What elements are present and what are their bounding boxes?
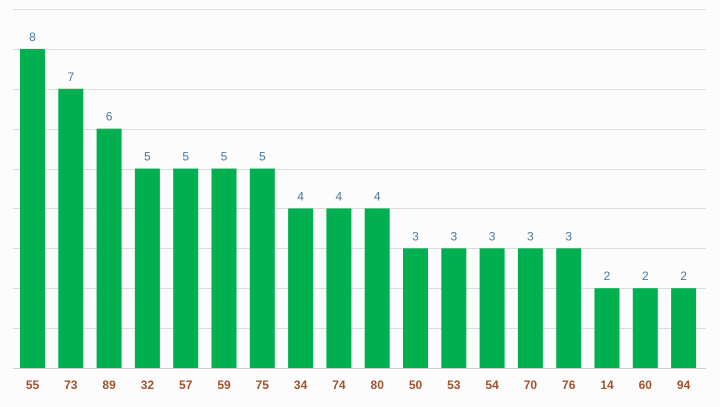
bar-54 bbox=[479, 248, 505, 368]
x-tick-label-59: 59 bbox=[217, 378, 231, 392]
x-tick-label-55: 55 bbox=[26, 378, 40, 392]
bar-59 bbox=[211, 168, 237, 368]
data-label-76: 3 bbox=[565, 229, 572, 243]
x-tick-label-57: 57 bbox=[179, 378, 193, 392]
x-tick-label-54: 54 bbox=[485, 378, 499, 392]
x-tick-label-89: 89 bbox=[102, 378, 116, 392]
x-tick-label-73: 73 bbox=[64, 378, 78, 392]
bar-32 bbox=[134, 168, 160, 368]
x-tick-label-32: 32 bbox=[141, 378, 155, 392]
data-label-14: 2 bbox=[604, 269, 611, 283]
bar-80 bbox=[364, 208, 390, 368]
bar-76 bbox=[556, 248, 582, 368]
bar-94 bbox=[671, 288, 697, 368]
gridlines bbox=[13, 9, 706, 369]
x-tick-label-74: 74 bbox=[332, 378, 346, 392]
bar-60 bbox=[632, 288, 658, 368]
bar-75 bbox=[249, 168, 275, 368]
data-label-94: 2 bbox=[680, 269, 687, 283]
x-tick-label-94: 94 bbox=[677, 378, 691, 392]
data-label-60: 2 bbox=[642, 269, 649, 283]
bar-14 bbox=[594, 288, 620, 368]
x-tick-label-14: 14 bbox=[600, 378, 614, 392]
x-tick-label-75: 75 bbox=[256, 378, 270, 392]
data-label-55: 8 bbox=[29, 30, 36, 44]
data-label-74: 4 bbox=[336, 189, 343, 203]
x-tick-labels: 55 73 89 32 57 59 75 34 74 80 50 53 54 70 76 14 60 94 bbox=[26, 378, 691, 392]
data-label-59: 5 bbox=[221, 150, 228, 164]
bar-89 bbox=[96, 128, 122, 368]
data-label-50: 3 bbox=[412, 229, 419, 243]
data-label-57: 5 bbox=[182, 150, 189, 164]
bar-34 bbox=[288, 208, 314, 368]
data-label-73: 7 bbox=[67, 70, 74, 84]
data-label-54: 3 bbox=[489, 229, 496, 243]
bar-53 bbox=[441, 248, 467, 368]
data-label-32: 5 bbox=[144, 150, 151, 164]
x-tick-label-50: 50 bbox=[409, 378, 423, 392]
data-label-53: 3 bbox=[450, 229, 457, 243]
data-label-75: 5 bbox=[259, 150, 266, 164]
x-tick-label-76: 76 bbox=[562, 378, 576, 392]
x-tick-label-70: 70 bbox=[524, 378, 538, 392]
data-label-89: 6 bbox=[106, 110, 113, 124]
data-labels: 8 7 6 5 5 5 5 4 4 4 3 3 3 3 3 2 2 2 bbox=[29, 30, 687, 283]
x-tick-label-80: 80 bbox=[371, 378, 385, 392]
bar-50 bbox=[403, 248, 428, 368]
x-tick-label-53: 53 bbox=[447, 378, 461, 392]
x-tick-label-60: 60 bbox=[639, 378, 653, 392]
data-label-34: 4 bbox=[297, 189, 304, 203]
data-label-70: 3 bbox=[527, 229, 534, 243]
bar-57 bbox=[173, 168, 199, 368]
x-tick-label-34: 34 bbox=[294, 378, 308, 392]
data-label-80: 4 bbox=[374, 189, 381, 203]
bar-73 bbox=[58, 88, 84, 368]
bar-55 bbox=[20, 48, 45, 368]
bar-74 bbox=[326, 208, 352, 368]
bar-70 bbox=[517, 248, 543, 368]
bars bbox=[20, 48, 697, 368]
